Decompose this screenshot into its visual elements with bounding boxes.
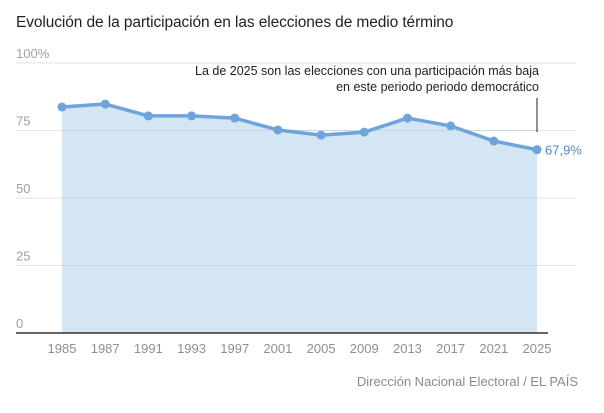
data-point — [489, 136, 499, 146]
data-point — [187, 111, 197, 121]
chart-title: Evolución de la participación en las ele… — [16, 14, 454, 31]
x-tick-label: 1985 — [48, 341, 77, 356]
data-point — [100, 99, 110, 109]
data-point — [402, 113, 412, 123]
x-tick-label: 2017 — [436, 341, 465, 356]
x-tick-label: 1987 — [91, 341, 120, 356]
x-tick-label: 2009 — [350, 341, 379, 356]
data-point — [57, 102, 67, 112]
data-point — [446, 121, 456, 131]
y-tick-label: 75 — [16, 114, 30, 129]
data-point — [273, 125, 283, 135]
source-credit: Dirección Nacional Electoral / EL PAÍS — [356, 374, 578, 389]
series-line — [61, 102, 538, 152]
data-point — [143, 111, 153, 121]
data-point — [359, 127, 369, 137]
y-tick-label: 0 — [16, 316, 23, 331]
x-tick-label: 2005 — [307, 341, 336, 356]
data-point — [532, 145, 542, 155]
y-tick-label: 25 — [16, 249, 30, 264]
x-tick-label: 1993 — [177, 341, 206, 356]
end-value-label: 67,9% — [545, 143, 582, 158]
annotation-text: en este periodo periodo democrático — [336, 80, 539, 94]
x-tick-label: 1991 — [134, 341, 163, 356]
y-tick-label: 100% — [16, 46, 50, 61]
x-tick-label: 2021 — [479, 341, 508, 356]
annotation-text: La de 2025 son las elecciones con una pa… — [195, 64, 539, 78]
x-tick-label: 2025 — [523, 341, 552, 356]
data-point — [230, 113, 240, 123]
data-point — [316, 130, 326, 140]
x-tick-label: 2013 — [393, 341, 422, 356]
x-tick-label: 2001 — [263, 341, 292, 356]
area-fill — [62, 104, 537, 333]
x-tick-label: 1997 — [220, 341, 249, 356]
y-tick-label: 50 — [16, 181, 30, 196]
